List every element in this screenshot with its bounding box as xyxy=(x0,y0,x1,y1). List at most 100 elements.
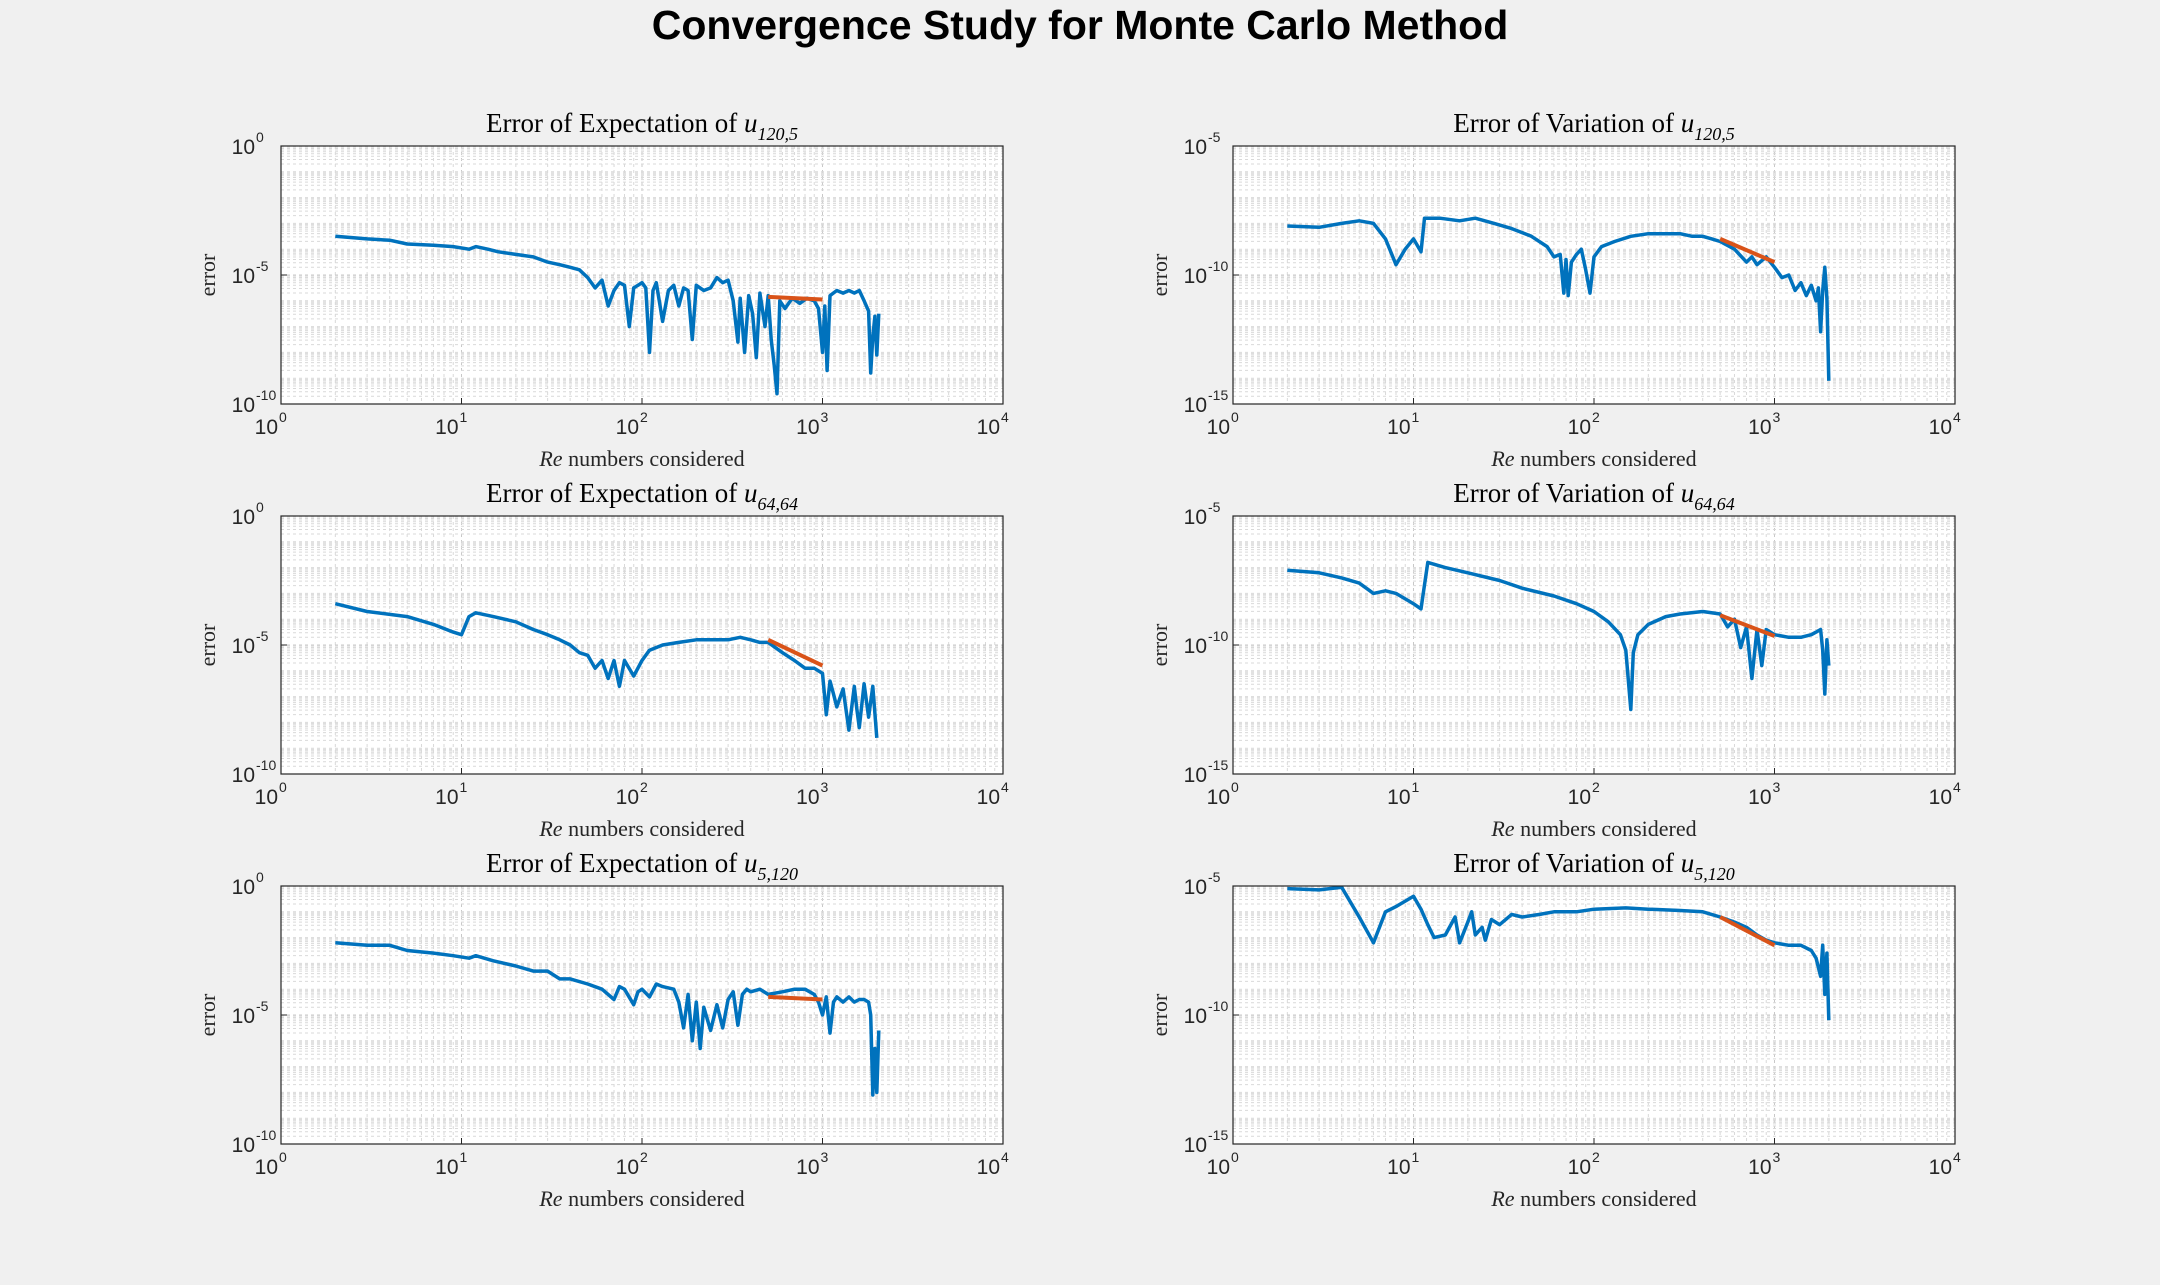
y-tick-exponent: -5 xyxy=(1208,869,1221,885)
x-tick-label: 10 xyxy=(977,416,1000,439)
x-tick-exponent: 4 xyxy=(1953,1149,1961,1165)
x-axis-label: Re numbers considered xyxy=(538,446,744,471)
x-tick-exponent: 2 xyxy=(1592,409,1600,425)
y-axis-label: error xyxy=(195,993,220,1036)
x-axis-label: Re numbers considered xyxy=(538,1186,744,1211)
axes-title: Error of Expectation of u64,64 xyxy=(486,478,798,514)
grid xyxy=(1232,886,1955,1145)
y-tick-label: 10 xyxy=(232,136,255,159)
y-tick-label: 10 xyxy=(1184,1005,1207,1028)
y-axis-label: error xyxy=(1147,253,1172,296)
axes-title: Error of Expectation of u5,120 xyxy=(486,848,798,884)
axes-title: Error of Variation of u64,64 xyxy=(1453,478,1734,514)
y-tick-label: 10 xyxy=(232,394,255,417)
x-tick-exponent: 1 xyxy=(1412,1149,1420,1165)
y-tick-label: 10 xyxy=(232,1005,255,1028)
x-tick-label: 10 xyxy=(1387,416,1410,439)
fit-line xyxy=(768,994,823,1002)
error-series-line xyxy=(1287,216,1831,381)
x-tick-exponent: 2 xyxy=(640,1149,648,1165)
axes-title: Error of Variation of u120,5 xyxy=(1453,108,1734,144)
y-tick-exponent: -5 xyxy=(1208,499,1221,515)
x-tick-exponent: 3 xyxy=(821,779,829,795)
y-tick-exponent: -5 xyxy=(256,628,269,644)
y-tick-exponent: -15 xyxy=(1208,1127,1228,1143)
error-series-line xyxy=(1287,560,1831,712)
y-axis-label: error xyxy=(1147,623,1172,666)
fit-line xyxy=(767,637,824,668)
x-tick-label: 10 xyxy=(977,1156,1000,1179)
y-tick-label: 10 xyxy=(1184,764,1207,787)
error-series-line xyxy=(335,234,881,396)
axes-title: Error of Variation of u5,120 xyxy=(1453,848,1734,884)
figure-title: Convergence Study for Monte Carlo Method xyxy=(651,2,1509,48)
x-tick-exponent: 3 xyxy=(1773,409,1781,425)
x-tick-label: 10 xyxy=(435,416,458,439)
y-tick-label: 10 xyxy=(1184,635,1207,658)
error-series-line xyxy=(334,602,879,739)
y-tick-exponent: -10 xyxy=(1208,258,1228,274)
x-tick-label: 10 xyxy=(796,1156,819,1179)
x-tick-label: 10 xyxy=(1568,1156,1591,1179)
x-tick-exponent: 0 xyxy=(279,1149,287,1165)
x-tick-label: 10 xyxy=(1568,416,1591,439)
y-tick-exponent: -10 xyxy=(1208,998,1228,1014)
y-axis-label: error xyxy=(195,623,220,666)
y-tick-exponent: -5 xyxy=(256,258,269,274)
x-tick-label: 10 xyxy=(435,1156,458,1179)
y-tick-exponent: -5 xyxy=(1208,129,1221,145)
x-tick-label: 10 xyxy=(796,786,819,809)
fit-line xyxy=(1719,237,1776,264)
x-tick-exponent: 0 xyxy=(279,409,287,425)
y-tick-label: 10 xyxy=(1184,394,1207,417)
y-tick-exponent: 0 xyxy=(256,129,264,145)
y-tick-label: 10 xyxy=(1184,265,1207,288)
y-tick-exponent: -10 xyxy=(256,1127,276,1143)
y-tick-label: 10 xyxy=(232,265,255,288)
x-tick-label: 10 xyxy=(1929,1156,1952,1179)
x-tick-label: 10 xyxy=(1207,786,1230,809)
x-tick-exponent: 1 xyxy=(460,1149,468,1165)
y-tick-label: 10 xyxy=(1184,1134,1207,1157)
x-tick-label: 10 xyxy=(616,786,639,809)
y-tick-label: 10 xyxy=(232,1134,255,1157)
y-tick-exponent: 0 xyxy=(256,869,264,885)
y-tick-exponent: -5 xyxy=(256,998,269,1014)
x-tick-label: 10 xyxy=(1387,1156,1410,1179)
x-tick-label: 10 xyxy=(616,416,639,439)
x-tick-exponent: 1 xyxy=(1412,409,1420,425)
y-tick-exponent: -10 xyxy=(256,387,276,403)
y-tick-label: 10 xyxy=(1184,136,1207,159)
x-tick-exponent: 3 xyxy=(1773,1149,1781,1165)
error-series-line xyxy=(335,941,881,1097)
x-tick-label: 10 xyxy=(1929,786,1952,809)
y-axis-label: error xyxy=(1147,993,1172,1036)
x-tick-label: 10 xyxy=(1748,1156,1771,1179)
x-tick-label: 10 xyxy=(977,786,1000,809)
grid xyxy=(280,146,1003,405)
y-tick-label: 10 xyxy=(232,764,255,787)
x-tick-exponent: 2 xyxy=(640,409,648,425)
x-tick-label: 10 xyxy=(1929,416,1952,439)
x-tick-label: 10 xyxy=(1387,786,1410,809)
y-tick-exponent: 0 xyxy=(256,499,264,515)
y-tick-exponent: -10 xyxy=(1208,628,1228,644)
x-axis-label: Re numbers considered xyxy=(538,816,744,841)
x-tick-exponent: 0 xyxy=(1231,409,1239,425)
x-tick-label: 10 xyxy=(1568,786,1591,809)
x-axis-label: Re numbers considered xyxy=(1490,446,1696,471)
x-tick-exponent: 2 xyxy=(1592,1149,1600,1165)
x-tick-exponent: 1 xyxy=(460,409,468,425)
x-tick-exponent: 1 xyxy=(460,779,468,795)
error-series-line xyxy=(1287,885,1831,1021)
x-tick-label: 10 xyxy=(435,786,458,809)
x-tick-exponent: 0 xyxy=(1231,779,1239,795)
y-axis-label: error xyxy=(195,253,220,296)
y-tick-label: 10 xyxy=(232,635,255,658)
